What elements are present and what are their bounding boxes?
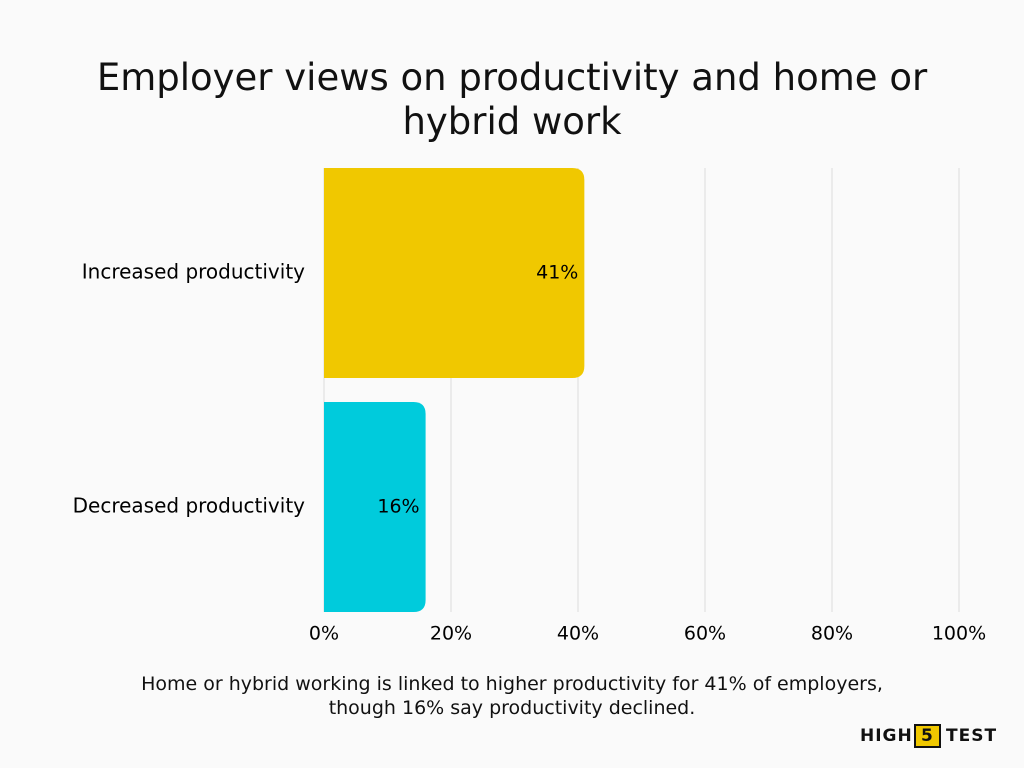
caption: Home or hybrid working is linked to high… <box>141 673 883 719</box>
brand-text: HIGH <box>860 726 913 746</box>
x-tick-label: 60% <box>684 623 726 645</box>
brand-text: TEST <box>946 726 998 746</box>
y-tick-label: Decreased productivity <box>73 494 306 518</box>
bar <box>324 402 426 612</box>
data-label: 16% <box>377 496 419 518</box>
y-tick-label: Increased productivity <box>82 260 305 284</box>
x-tick-label: 100% <box>932 623 986 645</box>
bar <box>324 168 585 378</box>
chart-title: Employer views on productivity and home … <box>96 56 928 143</box>
data-label: 41% <box>536 262 578 284</box>
x-tick-label: 20% <box>430 623 472 645</box>
x-tick-label: 80% <box>811 623 853 645</box>
x-tick-label: 40% <box>557 623 599 645</box>
x-tick-label: 0% <box>309 623 339 645</box>
brand-badge: 5 <box>914 724 941 748</box>
